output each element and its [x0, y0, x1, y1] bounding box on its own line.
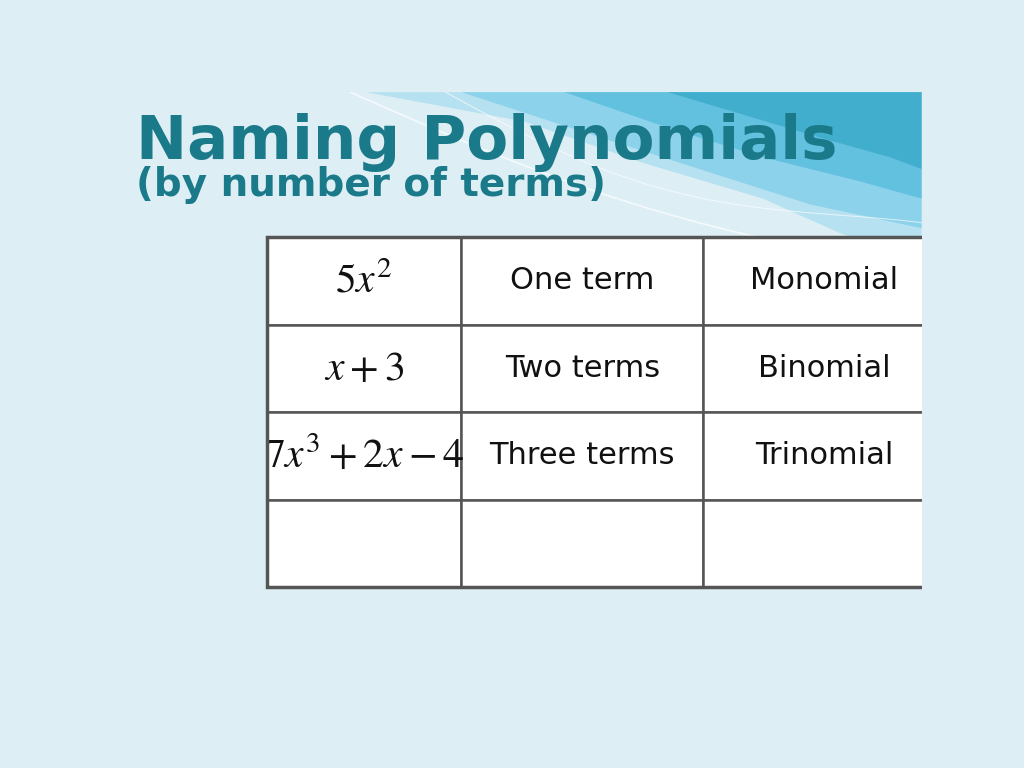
Polygon shape: [461, 92, 922, 228]
Text: One term: One term: [510, 266, 654, 296]
Text: $5x^2$: $5x^2$: [335, 260, 393, 302]
Text: Monomial: Monomial: [751, 266, 898, 296]
Text: $x+3$: $x+3$: [324, 347, 404, 389]
Text: Naming Polynomials: Naming Polynomials: [136, 113, 838, 172]
Polygon shape: [367, 92, 922, 258]
Bar: [267, 500, 461, 587]
Bar: [703, 325, 945, 412]
Text: Three terms: Three terms: [489, 442, 675, 470]
Text: Binomial: Binomial: [758, 354, 891, 382]
Bar: [461, 412, 703, 500]
Text: (by number of terms): (by number of terms): [136, 166, 606, 204]
Text: Trinomial: Trinomial: [755, 442, 894, 470]
Bar: [461, 325, 703, 412]
Bar: [461, 237, 703, 325]
Bar: [267, 237, 945, 587]
Polygon shape: [668, 92, 922, 169]
Bar: [703, 237, 945, 325]
Bar: [267, 325, 461, 412]
Bar: [461, 500, 703, 587]
Bar: [703, 412, 945, 500]
Bar: [267, 412, 461, 500]
Bar: [703, 500, 945, 587]
Text: $7x^3+2x-4$: $7x^3+2x-4$: [264, 435, 464, 477]
Bar: [267, 237, 461, 325]
Polygon shape: [564, 92, 922, 199]
Text: Two terms: Two terms: [505, 354, 659, 382]
